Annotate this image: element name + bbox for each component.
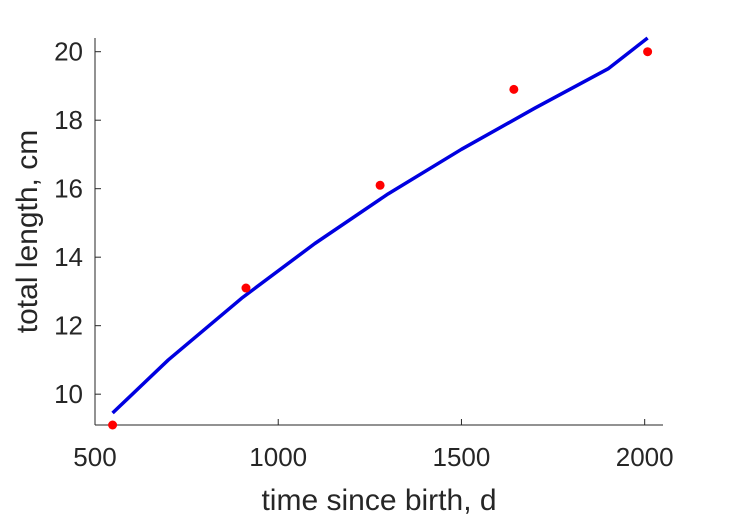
y-ticks: 10 12 14 16 18 20 — [54, 37, 101, 409]
plot-area: 500 1000 1500 2000 10 12 14 16 18 20 — [54, 36, 674, 472]
x-tick-label: 1500 — [433, 442, 491, 472]
y-tick-label: 20 — [54, 37, 83, 67]
series-layer — [108, 36, 653, 430]
x-tick-label: 500 — [73, 442, 116, 472]
y-tick-label: 10 — [54, 379, 83, 409]
y-tick-label: 12 — [54, 311, 83, 341]
data-point — [375, 180, 385, 190]
x-axis-label: time since birth, d — [261, 484, 496, 517]
x-tick-label: 1000 — [249, 442, 307, 472]
fit-line — [111, 36, 649, 415]
x-ticks: 500 1000 1500 2000 — [73, 419, 674, 472]
y-tick-label: 16 — [54, 174, 83, 204]
x-tick-label: 2000 — [616, 442, 674, 472]
data-point — [241, 283, 251, 293]
y-tick-label: 18 — [54, 105, 83, 135]
data-point — [509, 84, 519, 94]
data-point — [643, 47, 653, 57]
data-point — [108, 420, 118, 430]
y-tick-label: 14 — [54, 242, 83, 272]
y-axis-label: total length, cm — [11, 130, 44, 333]
